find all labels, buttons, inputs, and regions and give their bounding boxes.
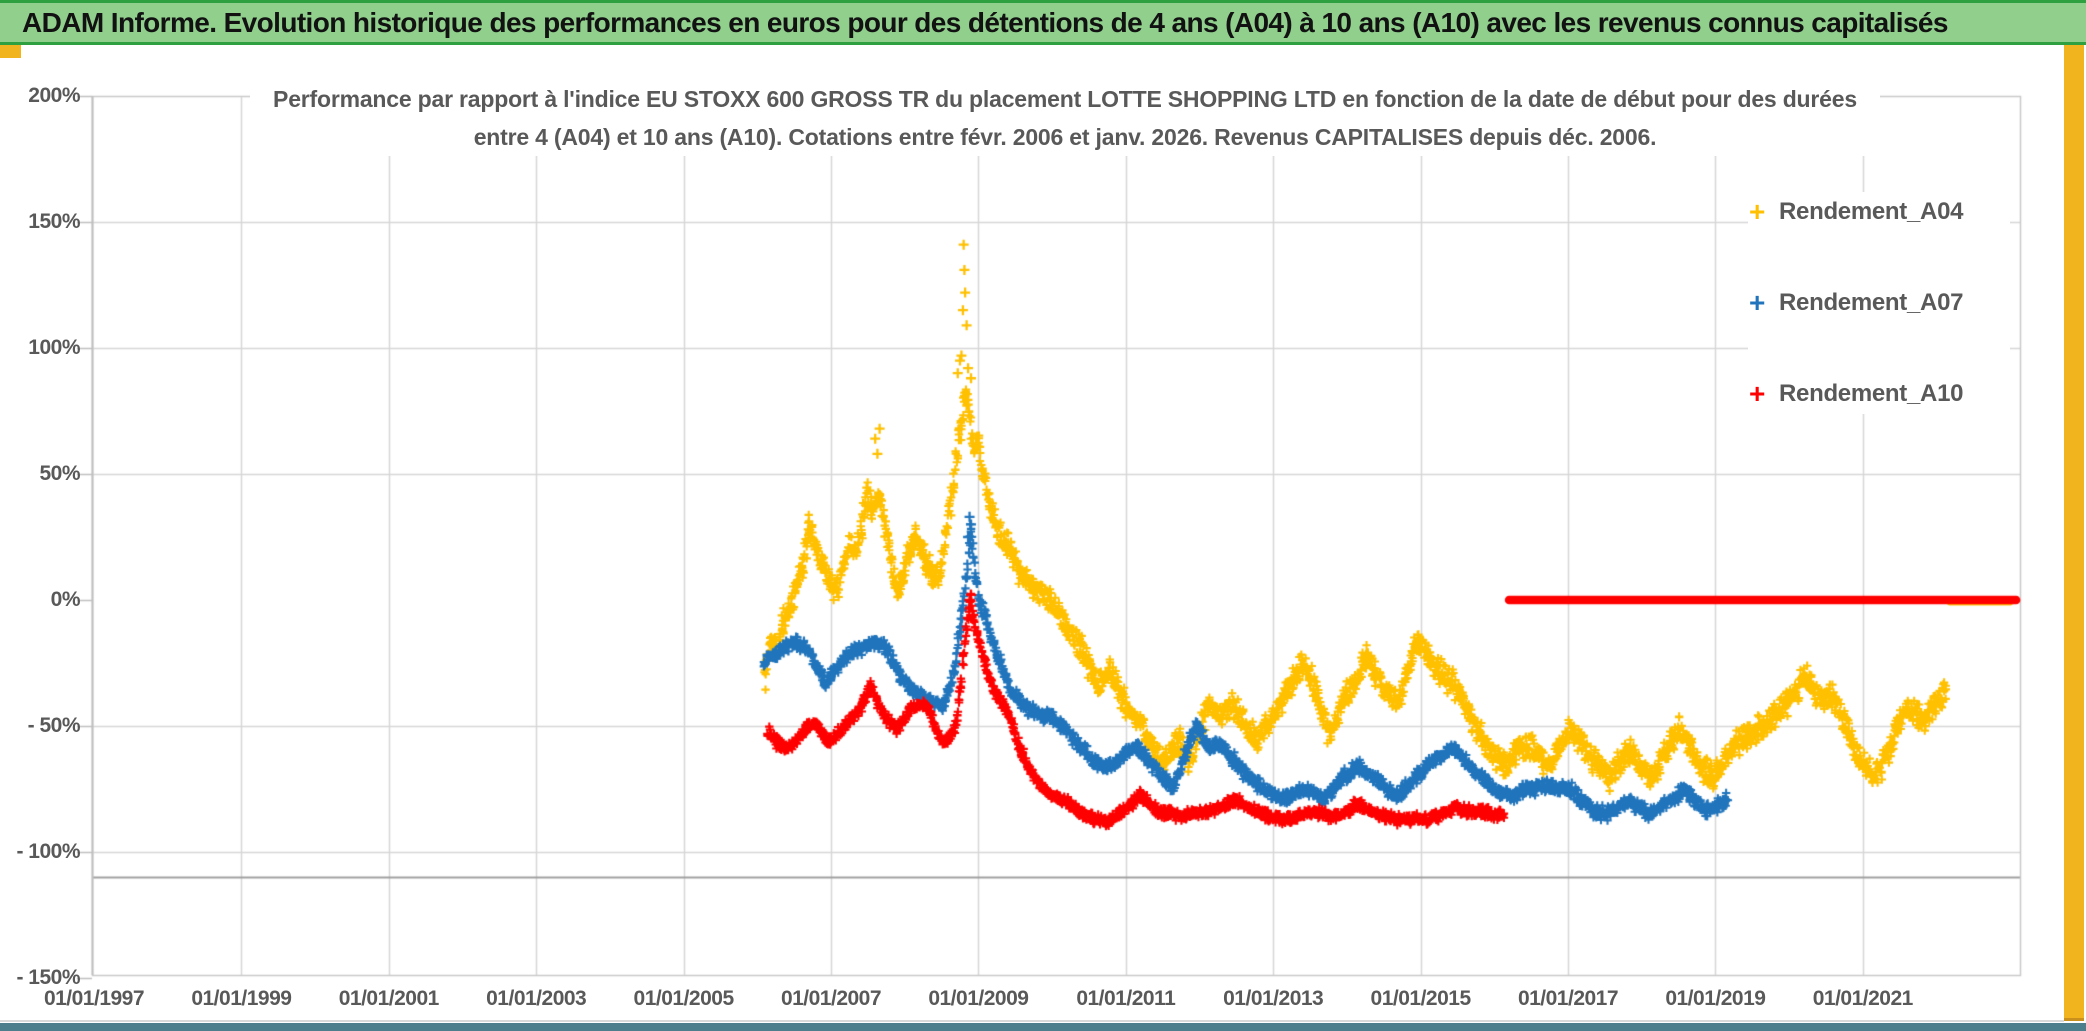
x-tick-label: 01/01/2011 — [1076, 987, 1176, 1010]
x-tick-label: 01/01/1997 — [43, 987, 145, 1010]
y-tick-label: - 100% — [16, 840, 80, 863]
y-tick-label: - 50% — [27, 714, 81, 737]
x-tick-label: 01/01/2017 — [1517, 987, 1619, 1010]
y-tick-label: 100% — [28, 336, 80, 359]
chart-title-box: Performance par rapport à l'indice EU ST… — [250, 80, 1880, 156]
chart-title-line2: entre 4 (A04) et 10 ans (A10). Cotations… — [473, 124, 1657, 150]
y-tick-label: 0% — [50, 588, 81, 611]
chart-title-line1: Performance par rapport à l'indice EU ST… — [273, 86, 1857, 112]
x-tick-label: 01/01/1999 — [191, 987, 292, 1010]
plus-marker-icon: + — [1748, 287, 1766, 318]
legend-item-rendement_a04[interactable]: + Rendement_A04 — [1748, 198, 2010, 226]
x-tick-label: 01/01/2015 — [1370, 987, 1472, 1010]
y-tick-label: 150% — [28, 210, 80, 233]
x-tick-label: 01/01/2003 — [486, 987, 587, 1010]
plus-marker-icon: + — [1748, 196, 1766, 227]
y-tick-label: 50% — [39, 462, 80, 485]
title-bar: ADAM Informe. Evolution historique des p… — [0, 0, 2086, 45]
legend-label: Rendement_A04 — [1779, 198, 1964, 225]
chart-legend: + Rendement_A04 + Rendement_A07 + Rendement_A… — [1748, 192, 2010, 414]
legend-label: Rendement_A10 — [1779, 380, 1964, 407]
page-title: ADAM Informe. Evolution historique des p… — [22, 6, 1948, 38]
y-tick-label: 200% — [28, 84, 80, 107]
x-tick-label: 01/01/2013 — [1223, 987, 1324, 1010]
x-tick-label: 01/01/2019 — [1665, 987, 1766, 1010]
bottom-divider-line — [0, 1020, 2064, 1022]
legend-item-rendement_a10[interactable]: + Rendement_A10 — [1748, 380, 2010, 408]
gold-right-strip — [2064, 40, 2084, 1021]
plus-marker-icon: + — [1748, 378, 1766, 409]
x-tick-label: 01/01/2001 — [338, 987, 440, 1010]
y-tick-label: - 150% — [16, 966, 80, 989]
bottom-teal-bar — [0, 1023, 2086, 1031]
legend-item-rendement_a07[interactable]: + Rendement_A07 — [1748, 289, 2010, 317]
legend-label: Rendement_A07 — [1779, 289, 1964, 316]
x-tick-label: 01/01/2009 — [928, 987, 1029, 1010]
x-tick-label: 01/01/2005 — [633, 987, 735, 1010]
x-tick-label: 01/01/2007 — [780, 987, 882, 1010]
gold-corner-accent — [0, 45, 21, 58]
x-tick-label: 01/01/2021 — [1812, 987, 1914, 1010]
